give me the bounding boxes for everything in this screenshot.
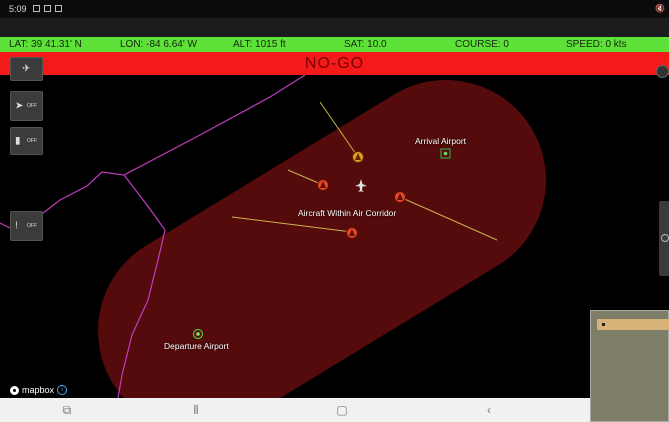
home-icon[interactable]: ▢ <box>336 403 348 417</box>
longitude-readout: LON: -84 6.64' W <box>120 39 197 50</box>
status-bar: 5:09 🔇 <box>0 0 669 18</box>
aircraft-track <box>319 101 359 158</box>
map-control-button[interactable] <box>656 65 669 78</box>
mute-icon: 🔇 <box>655 4 665 13</box>
menu-icon[interactable]: ⦀ <box>193 403 199 417</box>
aircraft-marker <box>317 179 329 191</box>
layers-icon: ▮ <box>15 135 21 147</box>
back-icon[interactable]: ‹ <box>487 403 491 417</box>
layers-toggle-button[interactable]: ▮ OFF <box>10 127 43 155</box>
info-icon[interactable]: i <box>57 385 68 395</box>
mapbox-attribution: mapbox i <box>10 385 68 395</box>
departure-airport-label: Departure Airport <box>164 341 229 351</box>
mapbox-wordmark: mapbox <box>22 385 55 395</box>
side-panel-tab[interactable] <box>659 201 669 276</box>
system-nav-bar: ⧉ ⦀ ▢ ‹ <box>0 398 669 422</box>
recent-apps-icon[interactable]: ⧉ <box>62 403 72 417</box>
own-aircraft-icon <box>355 179 367 192</box>
navigation-toggle-label: OFF <box>27 103 37 109</box>
layers-toggle-label: OFF <box>27 138 37 144</box>
speed-readout: SPEED: 0 kts <box>566 39 627 50</box>
aircraft-marker <box>352 151 364 163</box>
airplane-icon: ✈ <box>22 63 31 75</box>
notification-image-icon <box>33 5 40 12</box>
aircraft-corridor-label: Aircraft Within Air Corridor <box>298 208 397 218</box>
aircraft-track <box>399 196 498 241</box>
aircraft-track <box>287 169 324 186</box>
departure-airport-marker <box>192 328 204 340</box>
pip-header <box>597 319 669 330</box>
pip-window[interactable] <box>590 310 669 422</box>
arrival-airport-marker <box>440 148 451 159</box>
status-time: 5:09 <box>9 4 27 14</box>
alert-toggle-button[interactable]: ! OFF <box>10 211 43 241</box>
arrival-airport-label: Arrival Airport <box>415 136 467 146</box>
altitude-readout: ALT: 1015 ft <box>233 39 286 50</box>
map-canvas <box>0 75 546 398</box>
course-readout: COURSE: 0 <box>455 39 509 50</box>
alert-icon: ! <box>15 220 18 232</box>
telemetry-bar: LAT: 39 41.31' N LON: -84 6.64' W ALT: 1… <box>0 37 669 52</box>
no-go-banner: NO-GO <box>0 52 669 75</box>
mapbox-logo-icon <box>10 385 19 395</box>
alert-toggle-label: OFF <box>27 223 37 229</box>
air-corridor <box>98 80 546 398</box>
airspace-boundary-upper <box>123 75 306 176</box>
aircraft-marker <box>346 227 358 239</box>
latitude-readout: LAT: 39 41.31' N <box>9 39 82 50</box>
notification-app-icon <box>55 5 62 12</box>
notification-gallery-icon <box>44 5 51 12</box>
aircraft-mode-button[interactable]: ✈ <box>10 57 43 81</box>
satellite-readout: SAT: 10.0 <box>344 39 387 50</box>
map-view[interactable]: Arrival Airport Departure Airport Aircra… <box>0 75 669 398</box>
navigation-arrow-icon: ➤ <box>15 100 24 112</box>
navigation-toggle-button[interactable]: ➤ OFF <box>10 91 43 121</box>
app-toolbar <box>0 18 669 37</box>
aircraft-marker <box>394 191 406 203</box>
aircraft-track <box>231 216 353 233</box>
